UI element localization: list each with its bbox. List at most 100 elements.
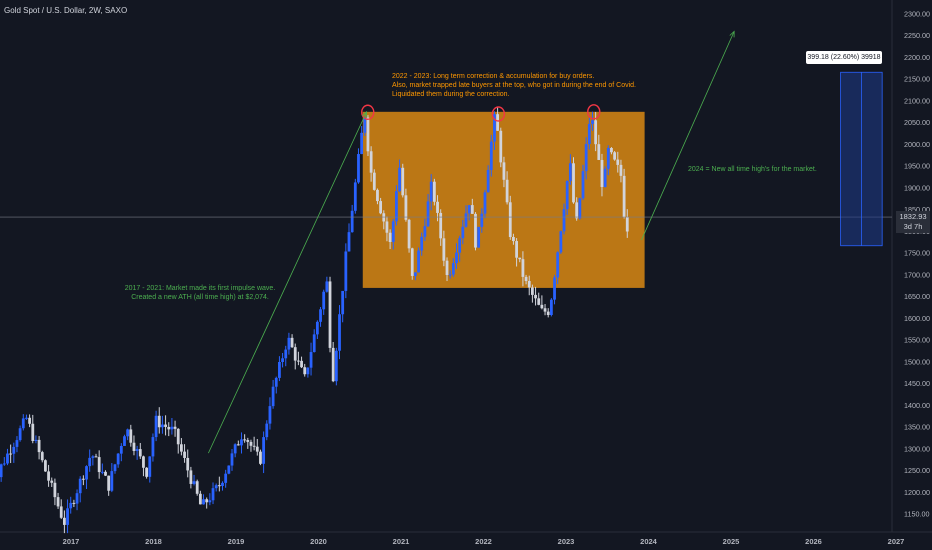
candle-body bbox=[578, 198, 582, 219]
candle-body bbox=[290, 337, 294, 348]
candle-body bbox=[391, 221, 395, 242]
candle-body bbox=[477, 226, 481, 248]
candle-body bbox=[581, 171, 585, 199]
candle-body bbox=[613, 152, 617, 160]
x-tick-label: 2027 bbox=[888, 537, 905, 546]
candle-body bbox=[119, 445, 123, 454]
candle-body bbox=[587, 123, 591, 144]
candle-body bbox=[34, 439, 38, 441]
candle-body bbox=[72, 502, 76, 504]
candle-body bbox=[499, 130, 503, 163]
candle-body bbox=[132, 442, 136, 451]
candle-body bbox=[524, 276, 528, 282]
candle-body bbox=[401, 167, 405, 196]
x-tick-label: 2020 bbox=[310, 537, 327, 546]
candle-body bbox=[214, 485, 218, 489]
candle-body bbox=[496, 114, 500, 131]
candle-body bbox=[192, 481, 196, 484]
candle-body bbox=[97, 457, 101, 473]
candle-body bbox=[508, 202, 512, 238]
candle-body bbox=[489, 141, 493, 170]
symbol-title[interactable]: Gold Spot / U.S. Dollar, 2W, SAXO bbox=[4, 6, 128, 15]
candle-body bbox=[154, 415, 158, 438]
y-tick-label: 1600.00 bbox=[904, 314, 930, 323]
candle-body bbox=[9, 453, 13, 455]
candle-body bbox=[151, 437, 155, 457]
candle-body bbox=[78, 478, 82, 494]
candles bbox=[0, 107, 629, 534]
accumulation-range-box bbox=[362, 111, 645, 288]
candle-body bbox=[85, 466, 88, 480]
candle-body bbox=[512, 237, 515, 242]
candle-body bbox=[616, 159, 620, 165]
candle-body bbox=[455, 252, 458, 264]
candle-body bbox=[353, 182, 357, 211]
high-marker-circle bbox=[587, 104, 601, 120]
candle-body bbox=[556, 252, 560, 278]
candle-body bbox=[104, 471, 107, 476]
candle-body bbox=[75, 493, 79, 504]
candle-body bbox=[325, 281, 329, 292]
candle-body bbox=[366, 117, 370, 152]
candle-body bbox=[445, 260, 449, 275]
x-tick-label: 2017 bbox=[63, 537, 80, 546]
impulse-arrow-head bbox=[361, 110, 368, 118]
candle-body bbox=[360, 132, 364, 155]
candle-body bbox=[347, 232, 351, 252]
candle-body bbox=[388, 232, 392, 242]
candle-body bbox=[306, 367, 310, 375]
candle-body bbox=[59, 506, 63, 518]
candle-body bbox=[486, 169, 490, 193]
candle-body bbox=[429, 181, 433, 202]
candle-body bbox=[195, 481, 199, 494]
y-tick-label: 1350.00 bbox=[904, 423, 930, 432]
candle-body bbox=[40, 452, 44, 461]
candle-body bbox=[480, 213, 484, 227]
candle-body bbox=[271, 386, 275, 407]
candle-body bbox=[265, 423, 269, 438]
candle-body bbox=[527, 281, 531, 288]
x-tick-label: 2025 bbox=[723, 537, 740, 546]
candle-body bbox=[0, 464, 3, 478]
y-tick-label: 1300.00 bbox=[904, 444, 930, 453]
candle-body bbox=[198, 493, 202, 505]
candle-body bbox=[173, 426, 177, 429]
candle-body bbox=[357, 154, 360, 183]
candle-body bbox=[562, 209, 566, 232]
candle-body bbox=[534, 294, 537, 299]
candle-body bbox=[407, 219, 411, 249]
candle-body bbox=[236, 444, 240, 446]
candle-body bbox=[575, 202, 579, 219]
candle-body bbox=[221, 482, 224, 486]
candle-body bbox=[12, 446, 16, 454]
candle-body bbox=[420, 236, 424, 251]
y-tick-label: 1650.00 bbox=[904, 292, 930, 301]
candle-body bbox=[546, 311, 550, 315]
candle-body bbox=[287, 337, 291, 350]
candle-body bbox=[224, 473, 228, 483]
candle-body bbox=[603, 168, 607, 187]
measure-label: 399.18 (22.60%) 39918 bbox=[806, 51, 882, 64]
candle-body bbox=[246, 440, 250, 442]
candle-body bbox=[458, 238, 462, 253]
candle-body bbox=[44, 460, 47, 472]
candle-body bbox=[259, 451, 262, 464]
candle-body bbox=[385, 221, 389, 233]
candle-body bbox=[28, 417, 32, 424]
candle-body bbox=[451, 263, 455, 275]
y-tick-label: 1900.00 bbox=[904, 183, 930, 192]
projection-arrow bbox=[641, 31, 735, 241]
candle-body bbox=[625, 216, 629, 232]
annotation-projection: 2024 = New all time high's for the marke… bbox=[688, 166, 817, 173]
candle-body bbox=[423, 226, 427, 237]
candle-body bbox=[47, 471, 50, 481]
candle-body bbox=[249, 441, 253, 446]
annotation-line: 2022 - 2023: Long term correction & accu… bbox=[392, 73, 594, 80]
candle-body bbox=[331, 347, 335, 382]
candle-body bbox=[515, 241, 518, 258]
candle-body bbox=[521, 259, 525, 277]
y-tick-label: 1400.00 bbox=[904, 401, 930, 410]
candle-body bbox=[25, 417, 28, 419]
projection-arrow-head bbox=[729, 30, 735, 38]
